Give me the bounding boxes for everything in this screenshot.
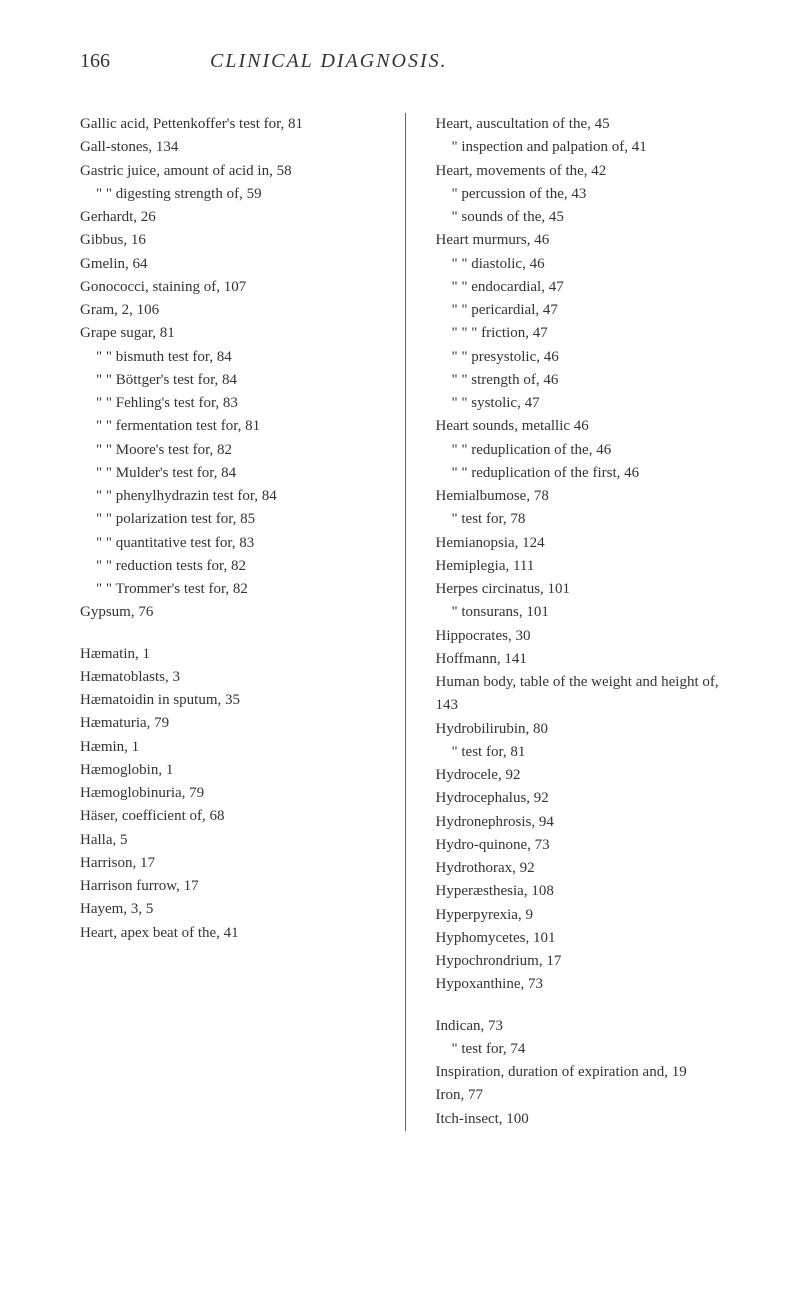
index-entry: " " reduction tests for, 82 xyxy=(80,555,375,578)
index-entry: Gerhardt, 26 xyxy=(80,206,375,229)
left-column: Gallic acid, Pettenkoffer's test for, 81… xyxy=(80,113,375,1131)
index-entry: Gonococci, staining of, 107 xyxy=(80,276,375,299)
index-entry: Heart, apex beat of the, 41 xyxy=(80,922,375,945)
index-entry: " " strength of, 46 xyxy=(436,369,731,392)
index-entry: " sounds of the, 45 xyxy=(436,206,731,229)
index-entry: Hemianopsia, 124 xyxy=(436,532,731,555)
index-entry: Hayem, 3, 5 xyxy=(80,898,375,921)
index-entry: Hæmoglobinuria, 79 xyxy=(80,782,375,805)
index-entry: Hæmatoblasts, 3 xyxy=(80,666,375,689)
index-entry: " test for, 81 xyxy=(436,741,731,764)
index-entry: Hæmatin, 1 xyxy=(80,643,375,666)
index-entry: Heart, movements of the, 42 xyxy=(436,160,731,183)
index-entry: " " reduplication of the, 46 xyxy=(436,439,731,462)
index-entry: Itch-insect, 100 xyxy=(436,1108,731,1131)
index-entry: Human body, table of the weight and heig… xyxy=(436,671,731,718)
index-entry: Hæmoglobin, 1 xyxy=(80,759,375,782)
index-entry: " " bismuth test for, 84 xyxy=(80,346,375,369)
index-entry: " " Fehling's test for, 83 xyxy=(80,392,375,415)
index-entry: " test for, 74 xyxy=(436,1038,731,1061)
index-entry: Heart sounds, metallic 46 xyxy=(436,415,731,438)
index-entry: " " fermentation test for, 81 xyxy=(80,415,375,438)
index-entry: Hemiplegia, 111 xyxy=(436,555,731,578)
index-entry: " " phenylhydrazin test for, 84 xyxy=(80,485,375,508)
index-entry: Iron, 77 xyxy=(436,1084,731,1107)
index-entry: " inspection and palpation of, 41 xyxy=(436,136,731,159)
index-entry: " " digesting strength of, 59 xyxy=(80,183,375,206)
index-entry: Harrison furrow, 17 xyxy=(80,875,375,898)
index-entry: Hydronephrosis, 94 xyxy=(436,811,731,834)
index-entry: " " Trommer's test for, 82 xyxy=(80,578,375,601)
index-entry: Gallic acid, Pettenkoffer's test for, 81 xyxy=(80,113,375,136)
index-entry: Hypoxanthine, 73 xyxy=(436,973,731,996)
index-entry: Gram, 2, 106 xyxy=(80,299,375,322)
index-entry: " " systolic, 47 xyxy=(436,392,731,415)
content-area: Gallic acid, Pettenkoffer's test for, 81… xyxy=(80,113,730,1131)
index-entry: Hyphomycetes, 101 xyxy=(436,927,731,950)
index-entry: Heart murmurs, 46 xyxy=(436,229,731,252)
index-entry: Hæmaturia, 79 xyxy=(80,712,375,735)
index-entry: Hyperæsthesia, 108 xyxy=(436,880,731,903)
index-entry: Häser, coefficient of, 68 xyxy=(80,805,375,828)
index-entry: Hydro-quinone, 73 xyxy=(436,834,731,857)
index-entry: Gastric juice, amount of acid in, 58 xyxy=(80,160,375,183)
index-entry: Gibbus, 16 xyxy=(80,229,375,252)
index-entry: " " polarization test for, 85 xyxy=(80,508,375,531)
index-entry: " " reduplication of the first, 46 xyxy=(436,462,731,485)
right-column: Heart, auscultation of the, 45" inspecti… xyxy=(436,113,731,1131)
page-number: 166 xyxy=(80,50,110,73)
index-entry: " " quantitative test for, 83 xyxy=(80,532,375,555)
index-entry: Gall-stones, 134 xyxy=(80,136,375,159)
index-entry: Hydrocele, 92 xyxy=(436,764,731,787)
index-entry: " " presystolic, 46 xyxy=(436,346,731,369)
index-entry: Inspiration, duration of expiration and,… xyxy=(436,1061,731,1084)
index-entry: Grape sugar, 81 xyxy=(80,322,375,345)
index-entry: Hippocrates, 30 xyxy=(436,625,731,648)
column-divider xyxy=(405,113,406,1131)
index-entry: " " Mulder's test for, 84 xyxy=(80,462,375,485)
index-entry: Hypochrondrium, 17 xyxy=(436,950,731,973)
index-entry: " " Böttger's test for, 84 xyxy=(80,369,375,392)
index-entry: " " " friction, 47 xyxy=(436,322,731,345)
index-entry: Hemialbumose, 78 xyxy=(436,485,731,508)
index-entry: " " endocardial, 47 xyxy=(436,276,731,299)
index-entry: " tonsurans, 101 xyxy=(436,601,731,624)
index-entry: Herpes circinatus, 101 xyxy=(436,578,731,601)
index-entry: " test for, 78 xyxy=(436,508,731,531)
index-entry: Hæmatoidin in sputum, 35 xyxy=(80,689,375,712)
index-entry: Gypsum, 76 xyxy=(80,601,375,624)
page-header: 166 CLINICAL DIAGNOSIS. xyxy=(80,50,730,73)
index-entry: Hyperpyrexia, 9 xyxy=(436,904,731,927)
index-entry: Halla, 5 xyxy=(80,829,375,852)
index-entry: Hydrocephalus, 92 xyxy=(436,787,731,810)
index-entry: Indican, 73 xyxy=(436,1015,731,1038)
index-entry: Hæmin, 1 xyxy=(80,736,375,759)
index-entry: Harrison, 17 xyxy=(80,852,375,875)
index-entry: " " Moore's test for, 82 xyxy=(80,439,375,462)
index-entry: Hydrothorax, 92 xyxy=(436,857,731,880)
index-entry: Hydrobilirubin, 80 xyxy=(436,718,731,741)
index-entry: " " diastolic, 46 xyxy=(436,253,731,276)
index-entry: Gmelin, 64 xyxy=(80,253,375,276)
index-entry: " percussion of the, 43 xyxy=(436,183,731,206)
index-entry: Hoffmann, 141 xyxy=(436,648,731,671)
index-entry: Heart, auscultation of the, 45 xyxy=(436,113,731,136)
page-title: CLINICAL DIAGNOSIS. xyxy=(210,50,448,73)
index-entry: " " pericardial, 47 xyxy=(436,299,731,322)
